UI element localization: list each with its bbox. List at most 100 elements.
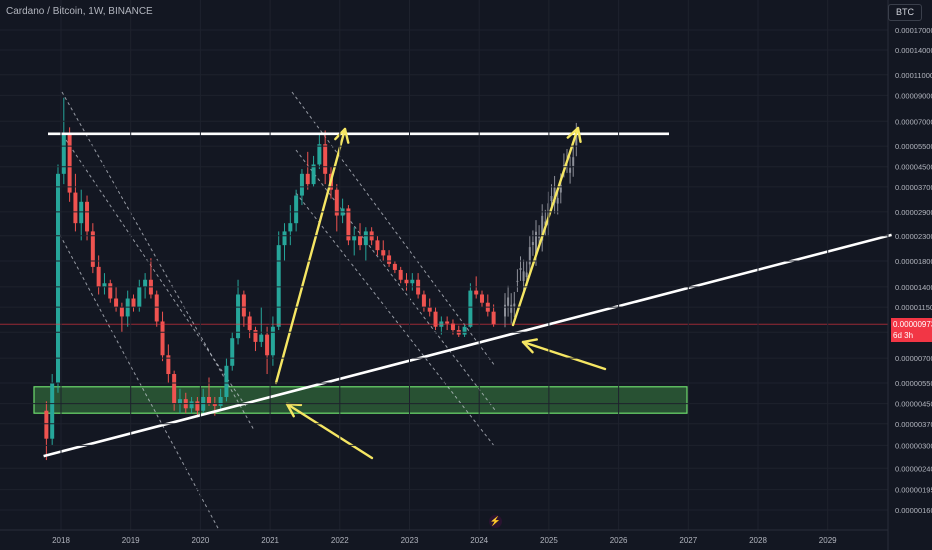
- candle-body: [143, 279, 148, 287]
- candle-body: [218, 396, 223, 406]
- candle-body: [207, 396, 212, 404]
- candle-body: [212, 403, 217, 406]
- y-tick-label: 0.00004500: [895, 163, 932, 172]
- lightning-icon[interactable]: ⚡: [489, 515, 502, 528]
- candle-body: [114, 298, 119, 308]
- projected-candle: [562, 165, 565, 167]
- candle-body: [421, 294, 426, 308]
- y-tick-label: 0.00000450: [895, 400, 932, 409]
- candle-body: [398, 269, 403, 280]
- arrow-shaft: [511, 126, 580, 327]
- projected-candle: [525, 272, 528, 278]
- x-tick-label: 2021: [261, 536, 279, 545]
- support-zone: [33, 386, 688, 414]
- y-tick-label: 0.00011000: [895, 71, 932, 80]
- candle-body: [50, 382, 55, 439]
- projected-candle: [516, 280, 519, 282]
- candle-body: [299, 173, 304, 196]
- candle-body: [317, 144, 322, 165]
- candle-body: [392, 263, 397, 270]
- y-tick-label: 0.00000160: [895, 506, 932, 515]
- candle-body: [474, 290, 479, 295]
- candle-body: [55, 173, 60, 383]
- y-tick-label: 0.00001800: [895, 257, 932, 266]
- candle-body: [427, 307, 432, 312]
- candle-body: [387, 255, 392, 264]
- candle-body: [253, 330, 258, 342]
- projected-candle: [504, 304, 506, 317]
- y-tick-label: 0.00005500: [895, 142, 932, 151]
- candle-body: [247, 316, 252, 331]
- y-tick-label: 0.00014000: [895, 46, 932, 55]
- y-tick-label: 0.00003700: [895, 183, 932, 192]
- x-tick-label: 2018: [52, 536, 70, 545]
- y-tick-label: 0.00002900: [895, 208, 932, 217]
- candle-body: [177, 399, 182, 404]
- symbol-title: Cardano / Bitcoin, 1W, BINANCE: [6, 6, 153, 17]
- candle-body: [352, 235, 357, 241]
- projected-candle: [535, 231, 537, 255]
- candle-body: [195, 401, 200, 411]
- candle-body: [224, 365, 229, 397]
- arrow-shaft: [274, 127, 347, 385]
- projected-candle: [519, 268, 522, 271]
- candle-body: [346, 208, 351, 241]
- projected-candle: [510, 304, 513, 313]
- channel-line: [295, 149, 496, 411]
- y-tick-label: 0.00000550: [895, 379, 932, 388]
- arrow-head: [566, 126, 582, 143]
- arrow-head: [521, 338, 538, 354]
- y-tick-label: 0.00001400: [895, 283, 932, 292]
- projected-candle: [507, 297, 510, 306]
- candle-body: [375, 240, 380, 251]
- candle-body: [154, 294, 159, 322]
- candle-body: [61, 133, 66, 174]
- current-price-label: 0.00000973: [893, 320, 932, 329]
- candle-body: [334, 189, 339, 216]
- y-tick-label: 0.00000195: [895, 486, 932, 495]
- candle-body: [79, 201, 84, 224]
- y-tick-label: 0.00017000: [895, 26, 932, 35]
- candle-body: [433, 311, 438, 327]
- candle-body: [358, 235, 363, 246]
- x-tick-label: 2027: [679, 536, 697, 545]
- candle-body: [102, 283, 107, 287]
- candle-body: [480, 294, 484, 303]
- candle-body: [108, 283, 113, 299]
- projected-candle: [531, 242, 534, 246]
- x-tick-label: 2026: [610, 536, 628, 545]
- channel-line: [291, 91, 496, 367]
- candle-body: [410, 279, 415, 284]
- candle-body: [241, 294, 246, 317]
- candle-body: [294, 195, 299, 224]
- projected-candle: [572, 157, 575, 166]
- candle-body: [85, 201, 90, 232]
- x-tick-label: 2023: [401, 536, 419, 545]
- y-tick-label: 0.00009000: [895, 91, 932, 100]
- bar-countdown: 6d 3h: [893, 331, 914, 340]
- x-tick-label: 2028: [749, 536, 767, 545]
- projected-candle: [513, 303, 516, 307]
- candle-body: [468, 290, 473, 327]
- candle-body: [172, 374, 177, 404]
- candle-body: [311, 164, 316, 185]
- candle-body: [160, 321, 165, 356]
- y-tick-label: 0.00000300: [895, 441, 932, 450]
- y-tick-label: 0.00000370: [895, 420, 932, 429]
- candle-body: [363, 231, 368, 246]
- candle-body: [96, 266, 101, 287]
- candle-body: [67, 133, 72, 193]
- projected-candle: [556, 198, 559, 204]
- candle-body: [462, 326, 467, 335]
- x-tick-label: 2019: [122, 536, 140, 545]
- candle-body: [323, 144, 328, 174]
- projected-candle: [569, 168, 572, 173]
- x-tick-label: 2020: [192, 536, 210, 545]
- candle-body: [450, 323, 455, 331]
- candle-body: [491, 311, 496, 325]
- candle-body: [131, 298, 136, 308]
- x-tick-label: 2024: [470, 536, 488, 545]
- currency-button[interactable]: BTC: [888, 4, 922, 21]
